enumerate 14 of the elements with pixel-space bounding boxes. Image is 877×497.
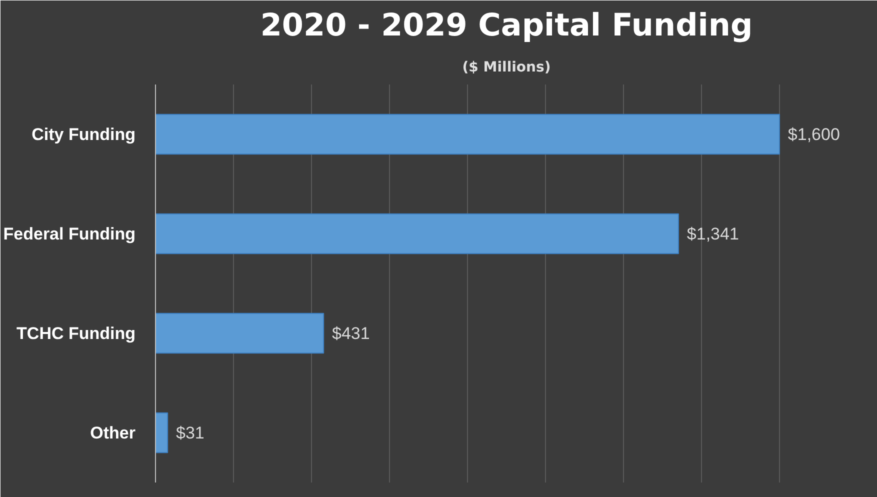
bar	[156, 312, 324, 354]
y-tick-label: TCHC Funding	[16, 324, 136, 343]
bar	[156, 114, 780, 155]
y-tick-label: Federal Funding	[3, 224, 136, 244]
data-label: $1,341	[686, 224, 739, 244]
bar	[156, 213, 679, 254]
data-label: $31	[176, 423, 204, 442]
y-tick-label: Other	[90, 423, 136, 442]
y-tick-label: City Funding	[32, 124, 136, 144]
data-label: $1,600	[788, 124, 840, 144]
bar	[156, 412, 168, 454]
data-label: $431	[332, 324, 370, 343]
chart-title: 2020 - 2029 Capital Funding	[260, 8, 753, 44]
chart-subtitle: ($ Millions)	[462, 60, 551, 76]
